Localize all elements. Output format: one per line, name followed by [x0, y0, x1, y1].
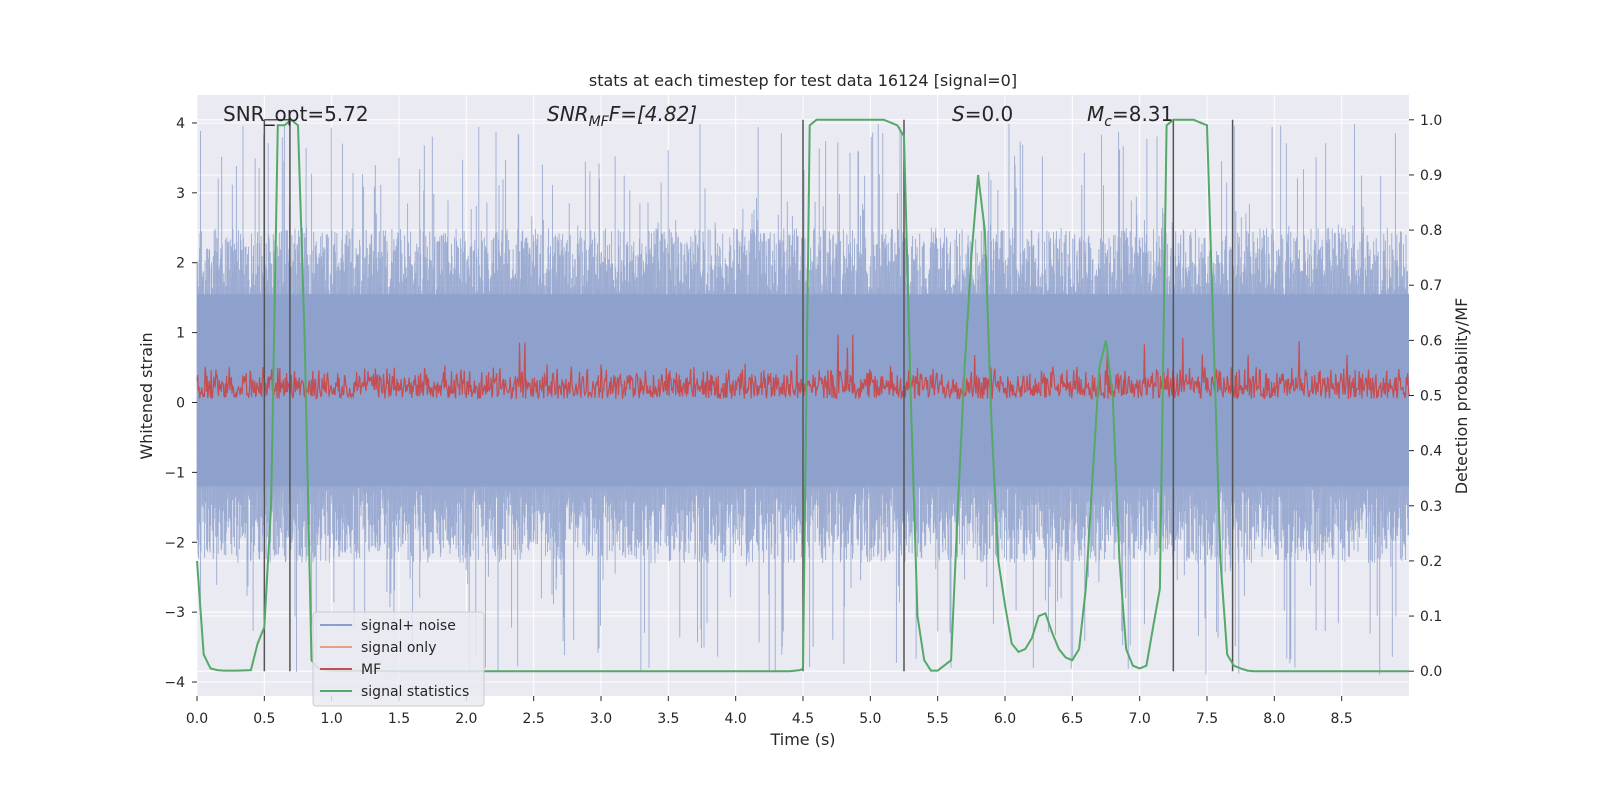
x-tick-label: 1.0: [321, 711, 343, 727]
x-tick-label: 6.5: [1061, 711, 1083, 727]
y-tick-label: 3: [176, 186, 185, 202]
y-tick-label: 1: [176, 326, 185, 342]
legend: signal+ noise signal only MF signal stat…: [312, 611, 485, 707]
y-tick-label: 2: [176, 256, 185, 272]
chart-title: stats at each timestep for test data 161…: [589, 71, 1017, 90]
x-tick-label: 8.0: [1263, 711, 1285, 727]
signal-statistics-series: [196, 118, 1409, 673]
s-annotation: S=0.0: [952, 102, 1013, 126]
s-rest: =0.0: [965, 102, 1014, 126]
y2-tick-label: 0.5: [1420, 389, 1442, 405]
mc-rest: =8.31: [1112, 102, 1173, 126]
x-tick-label: 7.5: [1196, 711, 1218, 727]
x-tick-label: 0.5: [253, 711, 275, 727]
y2-tick-label: 0.7: [1420, 278, 1442, 294]
x-tick-label: 8.5: [1331, 711, 1353, 727]
x-axis-ticks: 0.0 0.5 1.0 1.5 2.0 2.5 3.0 3.5 4.0 4.5 5.0 5.5 6.0 6…: [186, 696, 1353, 727]
y-axis-ticks: 4 3 2 1 0 −1 −2 −3 −4: [164, 116, 197, 691]
mc-main: M: [1087, 102, 1104, 126]
y2-axis-ticks: 1.0 0.9 0.8 0.7 0.6 0.5 0.4 0.3 0.2 0.1 0.0: [1409, 113, 1442, 680]
y2-tick-label: 0.4: [1420, 444, 1442, 460]
x-tick-label: 4.5: [792, 711, 814, 727]
x-tick-label: 5.5: [927, 711, 949, 727]
y-tick-label: −3: [164, 605, 185, 621]
mc-sub: c: [1104, 114, 1112, 130]
snr-mf-main: SNR: [547, 102, 589, 126]
x-tick-label: 2.5: [523, 711, 545, 727]
x-axis-label: Time (s): [769, 730, 835, 749]
x-tick-label: 0.0: [186, 711, 208, 727]
legend-item-noise: signal+ noise: [361, 618, 456, 634]
y2-tick-label: 0.1: [1420, 609, 1442, 625]
x-tick-label: 3.0: [590, 711, 612, 727]
y2-tick-label: 1.0: [1420, 113, 1442, 129]
signal-statistics-line: [196, 118, 1409, 673]
y2-tick-label: 0.2: [1420, 554, 1442, 570]
x-tick-label: 2.0: [455, 711, 477, 727]
x-tick-label: 5.0: [859, 711, 881, 727]
y-tick-label: −1: [164, 465, 185, 481]
y2-axis-label: Detection probability/MF: [1452, 298, 1471, 495]
y-tick-label: 0: [176, 395, 185, 411]
x-tick-label: 6.0: [994, 711, 1016, 727]
y2-tick-label: 0.3: [1420, 499, 1442, 515]
y-tick-label: 4: [176, 116, 185, 132]
snr-mf-annotation: SNRMFF=[4.82]: [547, 102, 697, 130]
x-tick-label: 3.5: [657, 711, 679, 727]
x-tick-label: 7.0: [1129, 711, 1151, 727]
legend-item-stat: signal statistics: [361, 684, 469, 700]
vertical-markers: [263, 119, 1234, 672]
y-tick-label: −2: [164, 535, 185, 551]
x-tick-label: 1.5: [388, 711, 410, 727]
y2-tick-label: 0.9: [1420, 168, 1442, 184]
mc-annotation: Mc=8.31: [1087, 102, 1173, 130]
legend-box: [312, 611, 485, 707]
s-main: S: [952, 102, 965, 126]
y-tick-label: −4: [164, 675, 185, 691]
snr-mf-rest: F=[4.82]: [609, 102, 697, 126]
y2-tick-label: 0.0: [1420, 664, 1442, 680]
y-axis-label: Whitened strain: [137, 332, 156, 459]
legend-item-signal-only: signal only: [361, 640, 436, 656]
snr-opt-annotation: SNR_opt=5.72: [223, 102, 369, 126]
legend-item-mf: MF: [361, 662, 381, 678]
snr-mf-sub: MF: [589, 114, 610, 130]
y2-tick-label: 0.6: [1420, 333, 1442, 349]
y2-tick-label: 0.8: [1420, 223, 1442, 239]
x-tick-label: 4.0: [725, 711, 747, 727]
